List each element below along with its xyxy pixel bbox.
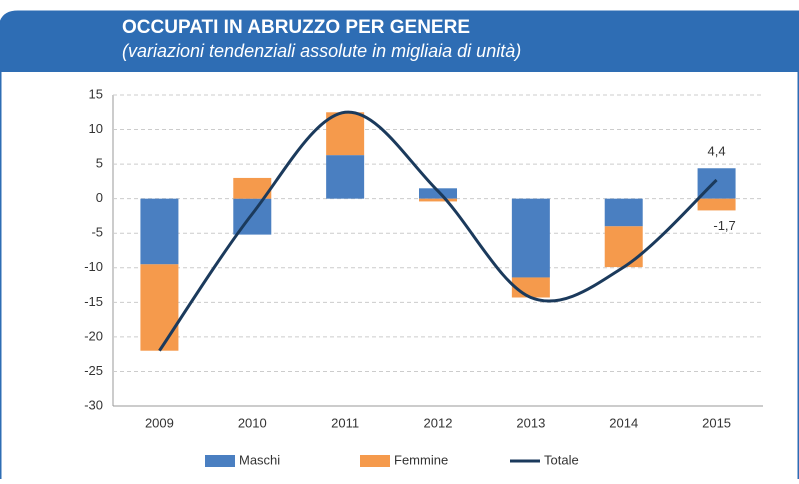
legend-label: Maschi bbox=[239, 452, 280, 467]
y-tick-label: -25 bbox=[84, 363, 103, 378]
y-tick-label: 15 bbox=[89, 86, 103, 101]
bar bbox=[326, 112, 365, 156]
x-tick-label: 2014 bbox=[609, 415, 638, 430]
legend-swatch bbox=[205, 455, 235, 467]
bar bbox=[697, 198, 736, 211]
x-tick-label: 2013 bbox=[516, 415, 545, 430]
bar bbox=[326, 155, 365, 199]
y-tick-label: -10 bbox=[84, 259, 103, 274]
y-tick-label: -5 bbox=[91, 225, 103, 240]
x-tick-label: 2015 bbox=[702, 415, 731, 430]
bar bbox=[140, 198, 179, 265]
legend-label: Totale bbox=[544, 452, 579, 467]
bar bbox=[604, 226, 643, 268]
data-label: -1,7 bbox=[713, 218, 735, 233]
x-tick-label: 2012 bbox=[424, 415, 453, 430]
body bbox=[2, 72, 797, 479]
data-label: 4,4 bbox=[708, 144, 726, 159]
y-tick-label: -30 bbox=[84, 397, 103, 412]
header bbox=[0, 12, 799, 72]
x-tick-label: 2010 bbox=[238, 415, 267, 430]
y-tick-label: 0 bbox=[96, 190, 103, 205]
legend-label: Femmine bbox=[394, 452, 448, 467]
bar bbox=[233, 198, 272, 235]
x-tick-label: 2011 bbox=[331, 415, 359, 430]
bar bbox=[604, 198, 643, 227]
legend-swatch bbox=[360, 455, 390, 467]
bar bbox=[140, 264, 179, 351]
chart-title: OCCUPATI IN ABRUZZO PER GENERE bbox=[122, 17, 470, 38]
bar bbox=[233, 177, 272, 199]
y-tick-label: 10 bbox=[89, 121, 103, 136]
line bbox=[158, 110, 718, 352]
y-tick-label: 5 bbox=[96, 156, 103, 171]
bar bbox=[419, 188, 457, 199]
bar bbox=[419, 198, 457, 202]
x-tick-label: 2009 bbox=[145, 415, 174, 430]
y-tick-label: -20 bbox=[84, 328, 103, 343]
y-tick-label: -15 bbox=[84, 294, 103, 309]
bar bbox=[511, 198, 550, 278]
chart-subtitle: (variazioni tendenziali assolute in migl… bbox=[122, 41, 521, 61]
